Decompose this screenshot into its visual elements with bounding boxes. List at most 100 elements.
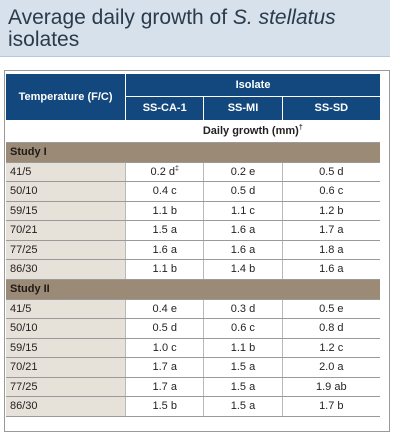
- column-header-ss-sd: SS-SD: [281, 96, 380, 120]
- growth-value-cell-ss-ca-1: 1.5 b: [125, 396, 204, 417]
- growth-value-cell-ss-mi: 1.1 b: [203, 338, 283, 358]
- growth-value: 0.2 d: [150, 165, 175, 178]
- growth-value: 1.4 b: [230, 263, 256, 276]
- temperature-cell: 50/10: [6, 181, 127, 202]
- growth-value: 1.7 b: [319, 400, 344, 413]
- growth-value: 1.8 a: [319, 243, 344, 256]
- growth-value-cell-ss-ca-1: 0.5 d: [125, 318, 204, 339]
- growth-value: 1.2 b: [319, 204, 344, 217]
- growth-value: 1.5 a: [230, 380, 256, 393]
- temperature-cell: 86/30: [6, 259, 127, 280]
- growth-value: 1.6 a: [319, 263, 344, 276]
- growth-value: 2.0 a: [319, 361, 344, 374]
- growth-value-cell-ss-sd: 1.9 ab: [281, 377, 380, 397]
- footnote-mark: ‡: [174, 165, 179, 173]
- growth-value: 1.1 b: [152, 263, 177, 276]
- growth-value: 0.5 d: [319, 165, 344, 178]
- title-banner: Average daily growth of S. stellatus iso…: [0, 0, 390, 57]
- units-label: Daily growth (mm)†: [125, 120, 380, 143]
- title-text: Average daily growth of: [8, 6, 233, 29]
- table-row: 59/15 1.1 b 1.1 c 1.2 b: [6, 201, 380, 221]
- units-text: Daily growth (mm): [202, 124, 299, 137]
- title-line-1: Average daily growth of S. stellatus: [8, 7, 336, 29]
- temperature-cell: 59/15: [6, 338, 127, 358]
- growth-value-cell-ss-sd: 0.6 c: [281, 181, 380, 202]
- growth-value-cell-ss-mi: 0.2 e: [203, 162, 283, 182]
- growth-value-cell-ss-sd: 0.5 e: [281, 299, 380, 319]
- growth-value: 1.1 b: [230, 341, 256, 354]
- growth-value: 1.5 b: [152, 400, 177, 413]
- growth-value: 0.6 c: [231, 322, 255, 335]
- table-row: 86/30 1.1 b 1.4 b 1.6 a: [6, 259, 380, 280]
- study-header-row: Study I: [6, 142, 380, 163]
- growth-value-cell-ss-mi: 0.6 c: [203, 318, 283, 339]
- growth-value: 1.6 a: [152, 243, 177, 256]
- study-label: Study I: [6, 142, 380, 163]
- growth-value: 0.4 e: [152, 302, 177, 315]
- growth-value-cell-ss-mi: 1.4 b: [203, 259, 283, 280]
- growth-value: 0.5 e: [319, 302, 344, 315]
- temperature-cell: 77/25: [6, 377, 127, 397]
- growth-value: 0.5 d: [152, 322, 177, 335]
- growth-value: 1.7 a: [319, 224, 344, 237]
- temperature-cell: 77/25: [6, 240, 127, 260]
- column-header-ss-ca-1: SS-CA-1: [125, 96, 204, 120]
- growth-value: 0.4 c: [152, 185, 177, 198]
- growth-value: 1.2 c: [319, 341, 344, 354]
- growth-value-cell-ss-sd: 0.5 d: [281, 162, 380, 182]
- growth-value: 0.3 d: [230, 302, 256, 315]
- growth-value-cell-ss-sd: 1.6 a: [281, 259, 380, 280]
- growth-value-cell-ss-sd: 1.2 c: [281, 338, 380, 358]
- growth-value: 0.5 d: [230, 185, 256, 198]
- growth-value-cell-ss-ca-1: 1.0 c: [125, 338, 204, 358]
- growth-value-cell-ss-ca-1: 0.2 d‡: [125, 162, 204, 182]
- growth-value: 1.0 c: [152, 341, 177, 354]
- table-row: 77/25 1.7 a 1.5 a 1.9 ab: [6, 377, 380, 397]
- growth-value-cell-ss-mi: 0.3 d: [203, 299, 283, 319]
- growth-value: 0.2 e: [230, 165, 256, 178]
- growth-value-cell-ss-sd: 1.7 b: [281, 396, 380, 417]
- table-row: 70/21 1.5 a 1.6 a 1.7 a: [6, 220, 380, 241]
- growth-value: 1.6 a: [230, 243, 256, 256]
- growth-value-cell-ss-ca-1: 1.7 a: [125, 357, 204, 378]
- temperature-cell: 86/30: [6, 396, 127, 417]
- growth-value-cell-ss-ca-1: 0.4 c: [125, 181, 204, 202]
- growth-value-cell-ss-ca-1: 1.1 b: [125, 201, 204, 221]
- growth-value-cell-ss-mi: 1.5 a: [203, 357, 283, 378]
- growth-value: 1.5 a: [152, 224, 177, 237]
- growth-value-cell-ss-mi: 1.5 a: [203, 396, 283, 417]
- table-row: 86/30 1.5 b 1.5 a 1.7 b: [6, 396, 380, 417]
- growth-value: 1.1 c: [231, 204, 255, 217]
- temperature-cell: 50/10: [6, 318, 127, 339]
- units-blank-cell: [6, 120, 126, 143]
- growth-value-cell-ss-sd: 0.8 d: [281, 318, 380, 339]
- temperature-cell: 41/5: [6, 299, 127, 319]
- temperature-cell: 70/21: [6, 220, 127, 241]
- column-header-ss-mi: SS-MI: [203, 96, 283, 120]
- growth-value-cell-ss-mi: 0.5 d: [203, 181, 283, 202]
- growth-value-cell-ss-ca-1: 1.1 b: [125, 259, 204, 280]
- growth-value: 1.5 a: [230, 400, 256, 413]
- growth-value: 0.8 d: [319, 322, 344, 335]
- growth-value: 1.9 ab: [316, 380, 347, 393]
- temperature-header: Temperature (F/C): [6, 74, 127, 120]
- table-row: 50/10 0.4 c 0.5 d 0.6 c: [6, 181, 380, 202]
- growth-value: 1.7 a: [152, 361, 177, 374]
- growth-value-cell-ss-ca-1: 1.6 a: [125, 240, 204, 260]
- growth-value-cell-ss-mi: 1.1 c: [203, 201, 283, 221]
- header-row-1: Temperature (F/C) Isolate: [6, 74, 380, 120]
- growth-value-cell-ss-sd: 2.0 a: [281, 357, 380, 378]
- growth-value: 0.6 c: [319, 185, 344, 198]
- growth-value-cell-ss-mi: 1.6 a: [203, 220, 283, 241]
- table-row: 77/25 1.6 a 1.6 a 1.8 a: [6, 240, 380, 260]
- growth-value: 1.7 a: [152, 380, 177, 393]
- table-row: 41/5 0.2 d‡ 0.2 e 0.5 d: [6, 162, 380, 182]
- study-header-row: Study II: [6, 279, 380, 300]
- growth-value-cell-ss-mi: 1.6 a: [203, 240, 283, 260]
- isolate-header: Isolate: [125, 74, 380, 97]
- growth-value: 1.1 b: [152, 204, 177, 217]
- study-label: Study II: [6, 279, 380, 300]
- growth-value: 1.6 a: [230, 224, 256, 237]
- temperature-cell: 70/21: [6, 357, 127, 378]
- header-row-2: SS-CA-1 SS-MI SS-SD: [6, 96, 380, 120]
